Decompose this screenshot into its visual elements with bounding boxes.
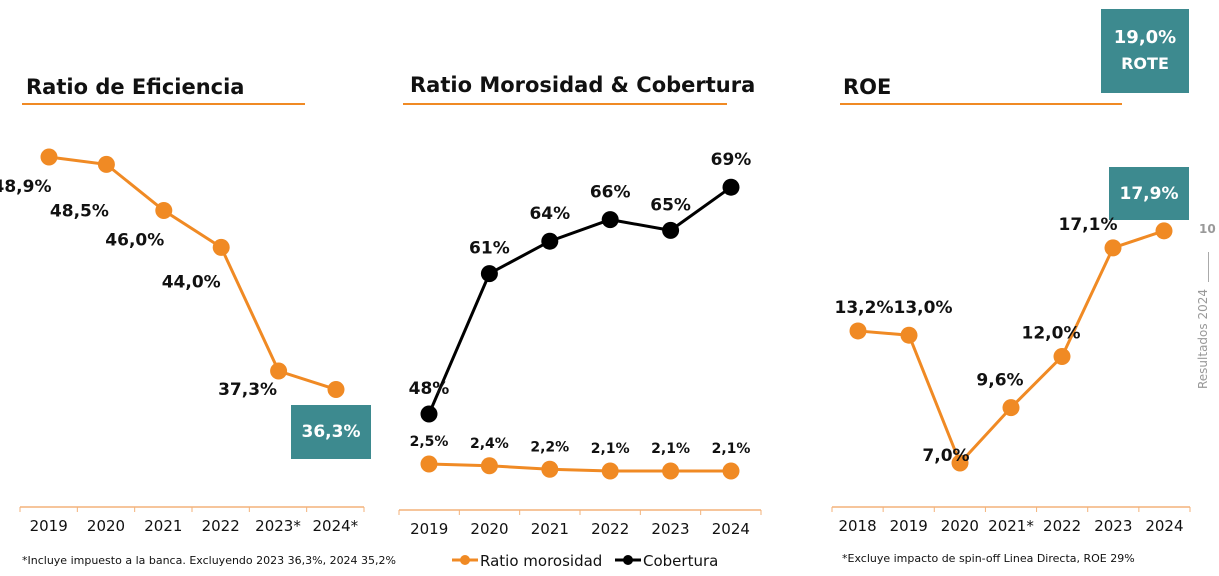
x-tick-label: 2018 bbox=[838, 517, 876, 535]
x-tick-label: 2021* bbox=[988, 517, 1034, 535]
data-label: 13,0% bbox=[894, 298, 953, 318]
chart1-title-underline bbox=[22, 103, 305, 105]
series-line bbox=[857, 229, 1165, 466]
data-label: 2,4% bbox=[470, 436, 509, 452]
x-tick-label: 2020 bbox=[470, 520, 508, 538]
roe-highlight-box: 17,9% bbox=[1109, 167, 1189, 220]
data-point bbox=[849, 322, 867, 340]
x-tick-label: 2019 bbox=[410, 520, 448, 538]
data-point bbox=[601, 211, 619, 229]
x-tick-label: 2022 bbox=[202, 517, 240, 535]
roe-highlight-value: 17,9% bbox=[1119, 183, 1179, 204]
legend-marker bbox=[623, 555, 633, 565]
chart3-footnote: *Excluye impacto de spin-off Linea Direc… bbox=[842, 552, 1135, 565]
data-point bbox=[420, 405, 438, 423]
series-line bbox=[428, 462, 731, 473]
data-label: 65% bbox=[650, 195, 691, 215]
data-point bbox=[541, 232, 559, 250]
data-point bbox=[1104, 239, 1122, 257]
data-label: 2,2% bbox=[530, 439, 569, 455]
data-label: 61% bbox=[469, 239, 510, 259]
x-tick-label: 2023* bbox=[255, 517, 301, 535]
data-point bbox=[601, 462, 619, 480]
data-point bbox=[722, 462, 740, 480]
data-label: 2,5% bbox=[410, 434, 449, 450]
data-point bbox=[722, 178, 740, 196]
efficiency-highlight-box: 36,3% bbox=[291, 405, 371, 459]
data-point bbox=[541, 460, 559, 478]
chart2-title: Ratio Morosidad & Cobertura bbox=[410, 73, 756, 97]
x-tick-label: 2021 bbox=[531, 520, 569, 538]
data-point bbox=[662, 221, 680, 239]
data-point bbox=[1053, 348, 1071, 365]
efficiency-highlight-value: 36,3% bbox=[301, 422, 361, 442]
data-point bbox=[480, 457, 498, 475]
chart1-title: Ratio de Eficiencia bbox=[26, 75, 245, 99]
data-label: 7,0% bbox=[922, 446, 969, 466]
data-point bbox=[1155, 222, 1173, 240]
data-label: 64% bbox=[529, 204, 570, 224]
x-tick-label: 2023 bbox=[651, 520, 689, 538]
chart3-title-underline bbox=[840, 103, 1122, 105]
data-point bbox=[951, 454, 969, 472]
data-label: 69% bbox=[711, 150, 752, 170]
data-label: 2,1% bbox=[591, 441, 630, 457]
data-point bbox=[662, 462, 680, 480]
page-number: 10 bbox=[1199, 222, 1216, 236]
rote-value: 19,0% bbox=[1113, 27, 1177, 48]
x-tick-label: 2024* bbox=[312, 517, 358, 535]
data-point bbox=[420, 455, 438, 473]
x-tick-label: 2020 bbox=[87, 517, 125, 535]
data-label: 44,0% bbox=[162, 272, 221, 292]
data-point bbox=[212, 238, 230, 256]
data-label: 37,3% bbox=[218, 380, 277, 400]
chart3-title: ROE bbox=[843, 75, 892, 99]
data-label: 2,1% bbox=[712, 441, 751, 457]
data-label: 66% bbox=[590, 183, 631, 203]
data-point bbox=[327, 380, 345, 398]
x-tick-label: 2019 bbox=[30, 517, 68, 535]
data-label: 48% bbox=[409, 379, 450, 399]
x-tick-label: 2021 bbox=[144, 517, 182, 535]
data-point bbox=[155, 202, 173, 220]
data-point bbox=[270, 362, 288, 380]
x-tick-label: 2024 bbox=[712, 520, 750, 538]
data-label: 17,1% bbox=[1059, 215, 1118, 235]
x-tick-label: 2023 bbox=[1094, 517, 1132, 535]
legend-label: Cobertura bbox=[643, 552, 718, 570]
page-divider bbox=[1208, 252, 1209, 282]
x-tick-label: 2022 bbox=[591, 520, 629, 538]
rote-box: 19,0% ROTE bbox=[1101, 9, 1189, 93]
data-label: 13,2% bbox=[835, 298, 894, 318]
data-point bbox=[97, 155, 115, 173]
data-point bbox=[480, 265, 498, 283]
x-tick-label: 2022 bbox=[1043, 517, 1081, 535]
x-tick-label: 2024 bbox=[1145, 517, 1183, 535]
data-point bbox=[1002, 399, 1020, 417]
legend-marker bbox=[460, 555, 470, 565]
chart1-footnote: *Incluye impuesto a la banca. Excluyendo… bbox=[22, 554, 396, 567]
data-label: 12,0% bbox=[1022, 324, 1081, 344]
rote-label: ROTE bbox=[1121, 54, 1169, 73]
x-tick-label: 2019 bbox=[890, 517, 928, 535]
chart2-title-underline bbox=[403, 103, 727, 105]
x-tick-label: 2020 bbox=[941, 517, 979, 535]
data-label: 46,0% bbox=[105, 231, 164, 251]
data-point bbox=[900, 326, 918, 344]
series-line bbox=[48, 155, 337, 391]
legend-label: Ratio morosidad bbox=[480, 552, 602, 570]
data-label: 48,9% bbox=[0, 177, 51, 197]
data-label: 2,1% bbox=[651, 441, 690, 457]
data-point bbox=[40, 148, 58, 166]
series-line bbox=[427, 185, 732, 415]
data-label: 9,6% bbox=[976, 371, 1023, 391]
data-label: 48,5% bbox=[50, 201, 109, 221]
